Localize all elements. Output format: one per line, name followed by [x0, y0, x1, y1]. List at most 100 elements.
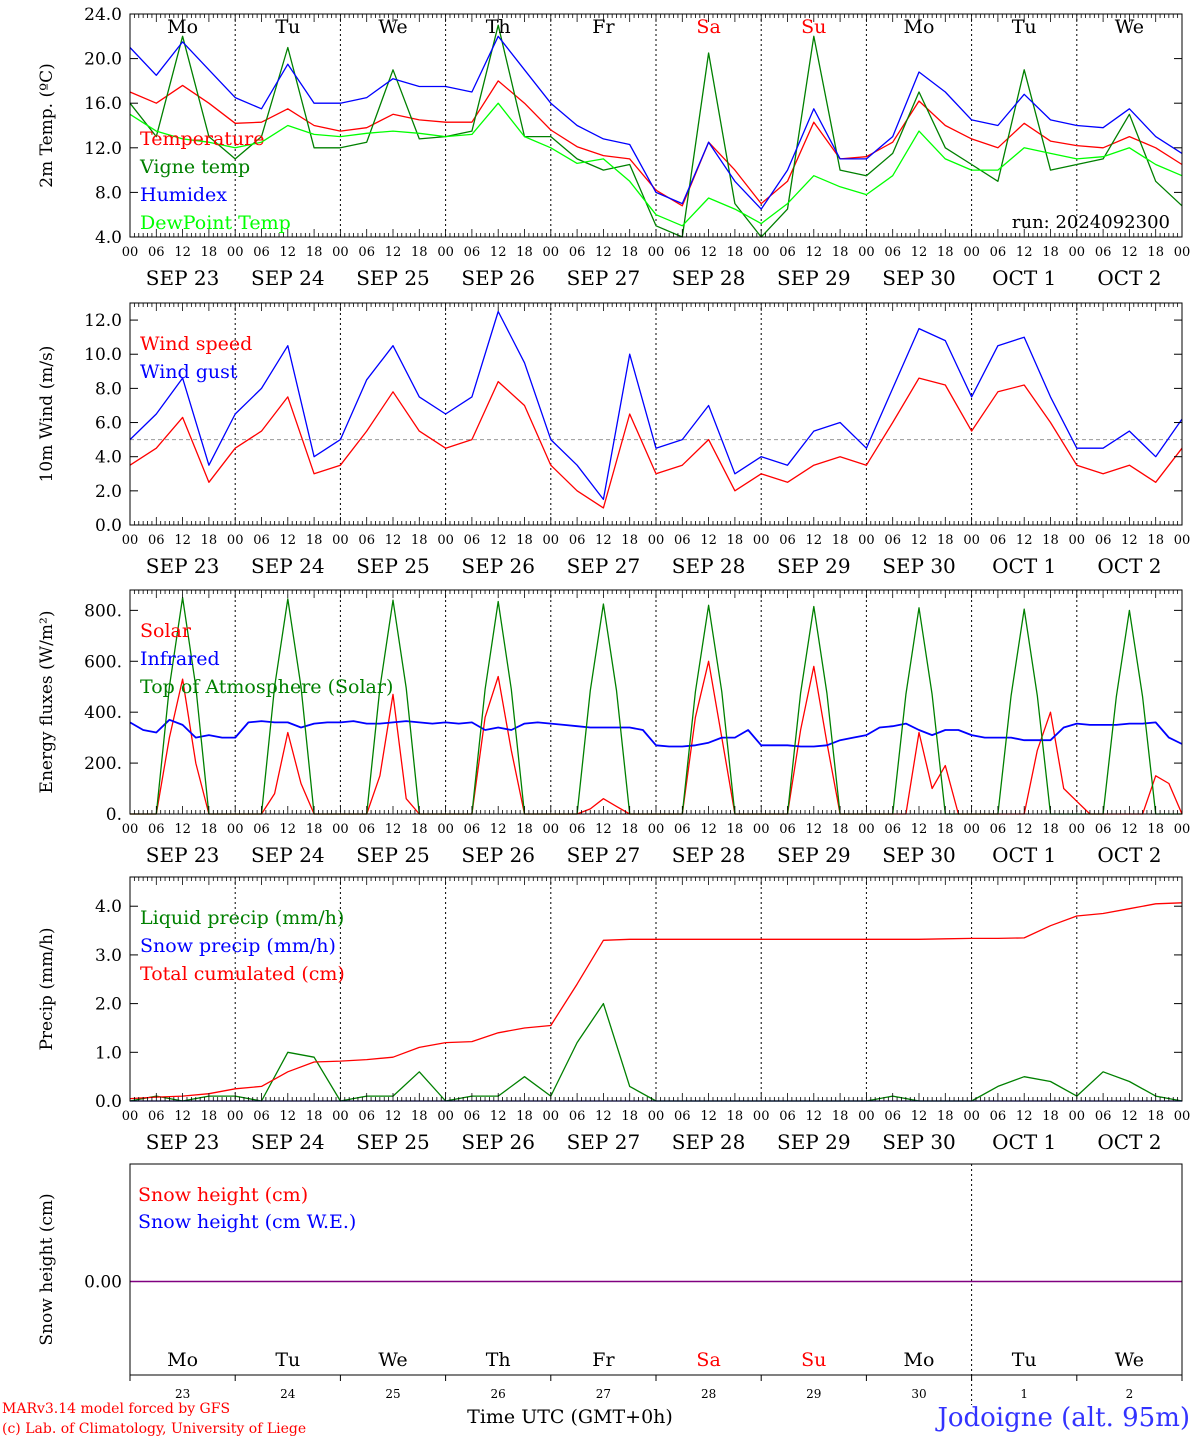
energy-hour-label: 18: [411, 822, 428, 837]
snow-day-number: 24: [280, 1387, 296, 1401]
precip-y-tick-label: 1.0: [95, 1043, 122, 1063]
energy-hour-label: 18: [516, 822, 533, 837]
weekday-label: We: [1115, 16, 1144, 38]
wind-hour-label: 06: [779, 533, 796, 548]
precip-hour-label: 18: [306, 1109, 323, 1124]
temperature-hour-label: 06: [253, 245, 270, 260]
precip-hour-label: 12: [700, 1109, 717, 1124]
energy-hour-label: 00: [543, 822, 560, 837]
wind-hour-label: 12: [280, 533, 297, 548]
wind-date-label: OCT 2: [1097, 554, 1161, 578]
precip-date-label: SEP 26: [461, 1130, 535, 1154]
temperature-hour-label: 00: [227, 245, 244, 260]
energy-date-label: SEP 25: [356, 843, 430, 867]
temperature-hour-label: 18: [306, 245, 323, 260]
weekday-label: Th: [486, 16, 511, 38]
temperature-hour-label: 06: [779, 245, 796, 260]
temperature-y-tick-label: 16.0: [84, 94, 122, 114]
precip-hour-label: 18: [937, 1109, 954, 1124]
precip-date-label: SEP 28: [672, 1130, 746, 1154]
snow-day-number: 27: [596, 1387, 611, 1401]
precip-hour-label: 06: [1095, 1109, 1112, 1124]
station-name: Jodoigne (alt. 95m): [934, 1403, 1190, 1433]
wind-hour-label: 06: [569, 533, 586, 548]
precip-hour-label: 06: [464, 1109, 481, 1124]
wind-hour-label: 18: [832, 533, 849, 548]
temperature-hour-label: 18: [1147, 245, 1164, 260]
precip-date-label: SEP 24: [251, 1130, 325, 1154]
energy-y-tick-label: 400.: [84, 703, 122, 723]
energy-hour-label: 06: [253, 822, 270, 837]
wind-y-tick-label: 10.0: [84, 345, 122, 365]
temperature-date-label: SEP 27: [567, 266, 641, 290]
wind-hour-label: 12: [385, 533, 402, 548]
energy-hour-label: 18: [201, 822, 218, 837]
axes-layer: [129, 13, 1183, 1381]
precip-hour-label: 18: [201, 1109, 218, 1124]
temperature-hour-label: 12: [700, 245, 717, 260]
weekday-label: We: [378, 16, 407, 38]
temperature-hour-label: 00: [648, 245, 665, 260]
temperature-y-tick-label: 8.0: [95, 183, 122, 203]
wind-date-label: SEP 25: [356, 554, 430, 578]
temperature-hour-label: 00: [332, 245, 349, 260]
temperature-y-tick-label: 4.0: [95, 228, 122, 248]
wind-hour-label: 00: [437, 533, 454, 548]
precip-hour-label: 06: [779, 1109, 796, 1124]
precip-legend-entry: Snow precip (mm/h): [140, 935, 336, 957]
energy-hour-label: 18: [832, 822, 849, 837]
precip-hour-label: 06: [674, 1109, 691, 1124]
wind-y-tick-label: 0.0: [95, 516, 122, 536]
temperature-series-line: [129, 102, 1183, 227]
wind-hour-label: 18: [516, 533, 533, 548]
snow-y-axis-label: Snow height (cm): [37, 1193, 57, 1345]
energy-hour-label: 06: [990, 822, 1007, 837]
energy-hour-label: 18: [1147, 822, 1164, 837]
wind-hour-label: 06: [990, 533, 1007, 548]
snow-weekday-label: Mo: [904, 1349, 935, 1371]
energy-hour-label: 00: [963, 822, 980, 837]
snow-weekday-label: Su: [801, 1349, 826, 1371]
precip-legend-entry: Liquid precip (mm/h): [140, 907, 344, 929]
energy-hour-label: 12: [595, 822, 612, 837]
temperature-hour-label: 06: [884, 245, 901, 260]
snow-weekday-label: Th: [486, 1349, 511, 1371]
temperature-hour-label: 06: [569, 245, 586, 260]
wind-hour-label: 12: [806, 533, 823, 548]
temperature-hour-label: 18: [937, 245, 954, 260]
wind-hour-label: 06: [358, 533, 375, 548]
energy-date-label: SEP 27: [567, 843, 641, 867]
energy-date-label: OCT 2: [1097, 843, 1161, 867]
precip-hour-label: 00: [1174, 1109, 1191, 1124]
energy-hour-label: 18: [621, 822, 638, 837]
wind-legend-entry: Wind speed: [140, 333, 252, 355]
temperature-hour-label: 12: [911, 245, 928, 260]
precip-hour-label: 18: [1042, 1109, 1059, 1124]
temperature-series-line: [129, 80, 1183, 207]
precip-hour-label: 18: [727, 1109, 744, 1124]
energy-y-tick-label: 200.: [84, 754, 122, 774]
wind-date-label: SEP 30: [882, 554, 956, 578]
energy-hour-label: 18: [937, 822, 954, 837]
wind-hour-label: 06: [148, 533, 165, 548]
wind-date-label: SEP 27: [567, 554, 641, 578]
weekday-label: Tu: [1012, 16, 1037, 38]
energy-hour-label: 12: [174, 822, 191, 837]
temperature-y-tick-label: 20.0: [84, 50, 122, 70]
energy-hour-label: 00: [332, 822, 349, 837]
wind-hour-label: 12: [1121, 533, 1138, 548]
energy-legend-entry: Top of Atmosphere (Solar): [140, 676, 393, 698]
temperature-date-label: OCT 1: [992, 266, 1056, 290]
temperature-y-axis-label: 2m Temp. (ºC): [37, 63, 57, 188]
temperature-y-tick-label: 12.0: [84, 139, 122, 159]
wind-hour-label: 12: [911, 533, 928, 548]
energy-hour-label: 06: [779, 822, 796, 837]
precip-date-label: SEP 30: [882, 1130, 956, 1154]
temperature-hour-label: 00: [437, 245, 454, 260]
temperature-hour-label: 18: [727, 245, 744, 260]
energy-hour-label: 06: [464, 822, 481, 837]
precip-hour-label: 06: [253, 1109, 270, 1124]
wind-series-line: [129, 377, 1183, 509]
precip-y-tick-label: 0.0: [95, 1092, 122, 1112]
temperature-hour-label: 18: [1042, 245, 1059, 260]
